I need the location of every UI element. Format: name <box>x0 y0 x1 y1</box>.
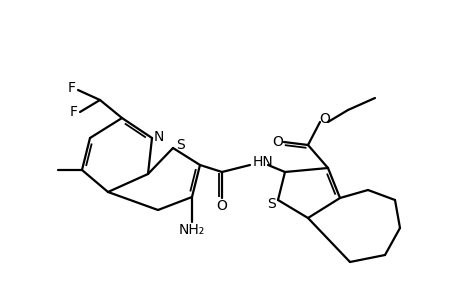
Text: N: N <box>153 130 164 144</box>
Text: F: F <box>68 81 76 95</box>
Text: F: F <box>70 105 78 119</box>
Text: NH₂: NH₂ <box>179 223 205 237</box>
Text: O: O <box>272 135 283 149</box>
Text: O: O <box>319 112 330 126</box>
Text: O: O <box>216 199 227 213</box>
Text: HN: HN <box>252 155 273 169</box>
Text: S: S <box>176 138 185 152</box>
Text: S: S <box>267 197 276 211</box>
